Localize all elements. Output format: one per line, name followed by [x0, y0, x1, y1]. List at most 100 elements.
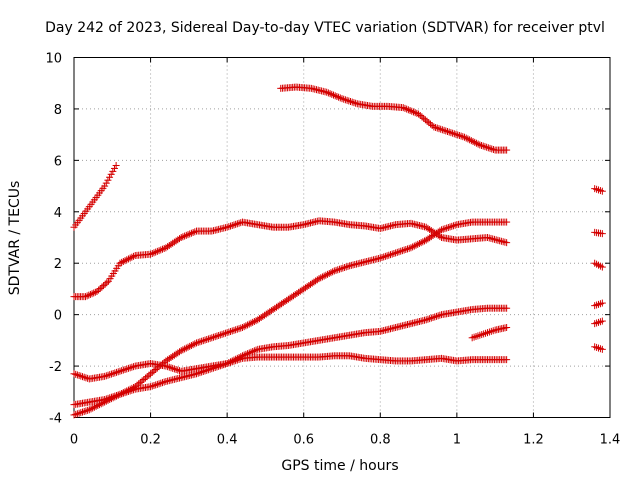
data-point — [181, 345, 189, 353]
data-point — [424, 315, 432, 323]
data-point — [469, 138, 477, 145]
data-point — [233, 325, 241, 333]
data-point — [147, 383, 155, 391]
data-point — [472, 139, 480, 147]
data-point — [213, 332, 221, 340]
data-point — [150, 249, 158, 257]
data-point — [213, 363, 221, 371]
data-point — [328, 90, 336, 98]
data-point — [116, 367, 124, 375]
data-point — [451, 221, 459, 229]
y-tick-label: 0 — [54, 309, 62, 324]
data-point — [483, 143, 491, 151]
data-point — [408, 107, 416, 115]
data-point — [101, 182, 109, 190]
data-point — [96, 285, 104, 293]
data-point — [153, 380, 161, 388]
data-point — [198, 337, 206, 345]
data-point — [211, 333, 219, 341]
y-tick-label: -4 — [49, 412, 62, 427]
data-point — [221, 329, 229, 337]
data-point — [598, 317, 606, 325]
x-tick-label: 0.6 — [293, 433, 314, 448]
data-point — [152, 248, 160, 256]
data-point — [410, 242, 418, 250]
data-point — [457, 132, 465, 140]
data-point — [320, 272, 328, 280]
data-point — [486, 144, 494, 152]
data-point — [235, 325, 243, 333]
data-point — [119, 366, 127, 374]
data-point — [476, 141, 484, 149]
data-point — [169, 364, 177, 372]
data-point — [416, 112, 424, 119]
data-point — [85, 406, 93, 414]
data-point — [235, 354, 243, 361]
data-point — [152, 381, 160, 389]
data-point — [199, 337, 207, 345]
data-point — [230, 356, 238, 364]
data-point — [434, 312, 442, 320]
data-point — [481, 143, 489, 151]
data-point — [488, 145, 496, 153]
data-point — [318, 273, 326, 281]
data-point — [317, 274, 325, 282]
data-point — [123, 388, 131, 396]
data-point — [407, 244, 415, 252]
data-point — [223, 329, 231, 337]
data-point — [138, 377, 146, 385]
data-point — [215, 362, 223, 370]
data-point — [233, 354, 241, 362]
data-point — [447, 129, 455, 137]
data-point — [118, 367, 126, 375]
data-point — [218, 330, 226, 338]
data-point — [338, 95, 346, 103]
data-point — [403, 105, 411, 113]
data-point — [418, 113, 426, 121]
data-point — [598, 263, 606, 271]
data-point — [250, 347, 258, 355]
data-point — [191, 340, 199, 348]
data-point — [350, 99, 358, 107]
data-point — [436, 227, 444, 235]
data-point — [438, 226, 446, 234]
data-point — [73, 410, 81, 418]
data-point — [393, 248, 401, 256]
data-point — [484, 144, 492, 152]
tick-layer: 0 0.2 0.4 0.6 0.8 1 1.2 1.4 -4 -2 0 2 4 6 8 10 — [45, 52, 620, 448]
data-point — [423, 117, 431, 125]
data-point — [164, 363, 172, 371]
data-point — [203, 336, 211, 343]
data-point — [84, 406, 92, 414]
data-point — [177, 234, 185, 241]
data-point — [252, 346, 260, 354]
data-point — [225, 328, 233, 336]
data-point — [432, 312, 440, 320]
data-point — [208, 334, 216, 342]
data-point — [112, 162, 120, 169]
data-point — [162, 362, 170, 370]
data-point — [247, 319, 255, 327]
data-point — [79, 408, 87, 416]
data-point — [347, 98, 355, 105]
data-point — [124, 388, 132, 395]
data-point — [325, 270, 333, 277]
data-point — [419, 238, 427, 246]
data-point — [196, 338, 204, 346]
data-point — [315, 275, 323, 283]
data-point — [242, 350, 250, 358]
data-point — [203, 366, 211, 374]
data-point — [429, 314, 437, 321]
data-point — [238, 352, 246, 360]
data-point — [126, 364, 134, 372]
data-point — [462, 134, 470, 142]
data-point — [249, 348, 257, 355]
data-point — [196, 369, 204, 377]
data-point — [177, 347, 185, 355]
data-point — [503, 324, 511, 331]
data-point — [430, 123, 438, 131]
data-point — [240, 351, 248, 359]
data-point — [390, 250, 398, 257]
data-point — [352, 99, 360, 107]
